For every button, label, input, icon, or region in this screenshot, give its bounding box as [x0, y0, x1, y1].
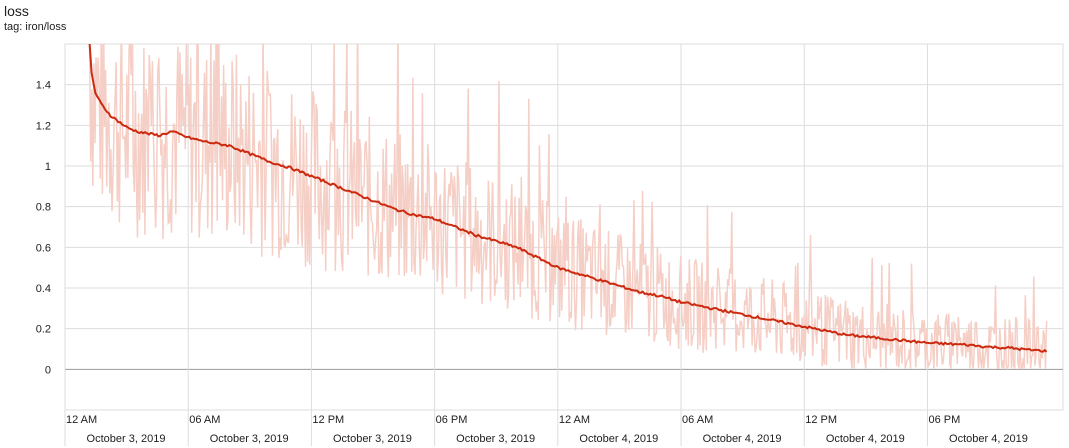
x-tick-date: October 4, 2019 — [949, 433, 1028, 445]
x-tick-date: October 3, 2019 — [87, 433, 166, 445]
raw-series-line — [88, 44, 1048, 371]
y-tick-label: 1.4 — [36, 80, 51, 92]
x-tick-time: 12 PM — [805, 414, 837, 426]
x-tick-date: October 3, 2019 — [456, 433, 535, 445]
x-tick-time: 06 AM — [189, 414, 220, 426]
x-tick-time: 06 AM — [682, 414, 713, 426]
x-tick-time: 06 PM — [436, 414, 468, 426]
y-tick-label: 1 — [45, 161, 51, 173]
x-tick-time: 06 PM — [928, 414, 960, 426]
x-tick-date: October 4, 2019 — [579, 433, 658, 445]
grid — [64, 43, 1064, 446]
y-tick-label: 0.4 — [36, 283, 51, 295]
chart-subtitle: tag: iron/loss — [4, 21, 67, 33]
x-axis: 12 AM October 3, 2019 06 AM October 3, 2019… — [66, 414, 1028, 445]
y-tick-label: 0.6 — [36, 242, 51, 254]
x-tick-date: October 3, 2019 — [333, 433, 412, 445]
y-axis: 0 0.2 0.4 0.6 0.8 1 1.2 1.4 — [36, 80, 51, 377]
x-tick-date: October 4, 2019 — [703, 433, 782, 445]
raw-series — [88, 44, 1048, 371]
y-tick-label: 0.8 — [36, 202, 51, 214]
smoothed-series — [88, 44, 1048, 353]
y-tick-label: 1.2 — [36, 120, 51, 132]
y-tick-label: 0 — [45, 364, 51, 376]
x-tick-time: 12 PM — [312, 414, 344, 426]
chart-title: loss — [4, 3, 29, 19]
x-tick-date: October 4, 2019 — [826, 433, 905, 445]
x-tick-time: 12 AM — [66, 414, 97, 426]
smoothed-series-line — [88, 44, 1048, 353]
x-tick-date: October 3, 2019 — [210, 433, 289, 445]
y-tick-label: 0.2 — [36, 324, 51, 336]
x-tick-time: 12 AM — [559, 414, 590, 426]
